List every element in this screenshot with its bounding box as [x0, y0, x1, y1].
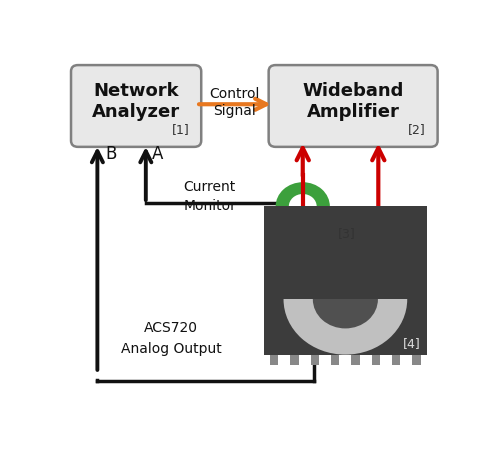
Circle shape	[313, 270, 378, 328]
Bar	[372, 252, 380, 262]
Circle shape	[284, 244, 407, 355]
Text: [3]: [3]	[338, 227, 355, 240]
Bar	[392, 356, 400, 365]
Bar	[270, 356, 278, 365]
Text: Current: Current	[184, 180, 236, 194]
Bar	[264, 206, 427, 299]
Bar	[290, 252, 299, 262]
Bar	[331, 356, 340, 365]
Bar	[290, 356, 299, 365]
Bar	[264, 262, 427, 356]
Circle shape	[276, 182, 330, 231]
Bar	[310, 252, 319, 262]
Bar	[264, 206, 427, 299]
FancyBboxPatch shape	[268, 65, 438, 147]
Text: Network
Analyzer: Network Analyzer	[92, 82, 180, 121]
Text: ACS720: ACS720	[144, 321, 198, 335]
Text: A: A	[152, 145, 163, 163]
Bar	[331, 252, 340, 262]
Bar	[412, 252, 421, 262]
Text: Signal: Signal	[214, 104, 256, 118]
Text: Analog Output: Analog Output	[120, 342, 222, 356]
Bar	[372, 356, 380, 365]
Bar	[310, 356, 319, 365]
Bar	[352, 356, 360, 365]
Text: [2]: [2]	[408, 123, 426, 136]
Bar	[270, 252, 278, 262]
Text: Monitor: Monitor	[184, 199, 236, 213]
Bar	[412, 356, 421, 365]
Text: Control: Control	[210, 87, 260, 101]
Bar	[392, 252, 400, 262]
Text: Wideband
Amplifier: Wideband Amplifier	[302, 82, 404, 121]
Text: [1]: [1]	[172, 123, 190, 136]
Circle shape	[289, 194, 316, 219]
Bar	[352, 252, 360, 262]
FancyBboxPatch shape	[71, 65, 201, 147]
Text: [4]: [4]	[403, 337, 421, 350]
Text: B: B	[105, 145, 117, 163]
